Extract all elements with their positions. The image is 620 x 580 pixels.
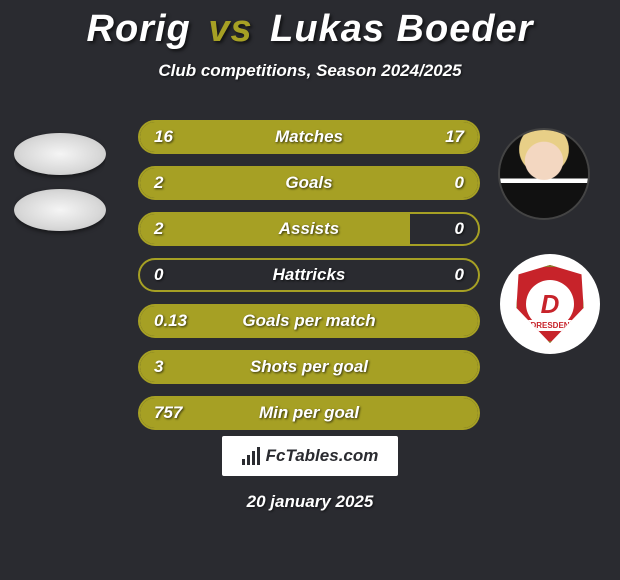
stat-label: Assists	[210, 219, 408, 239]
stat-label: Shots per goal	[210, 357, 408, 377]
stat-left-value: 0.13	[140, 311, 210, 331]
stat-row-hattricks: 0Hattricks0	[138, 258, 480, 292]
player1-club-placeholder	[14, 164, 106, 256]
stat-label: Matches	[210, 127, 408, 147]
stat-right-value: 0	[408, 265, 478, 285]
stat-row-min-per-goal: 757Min per goal	[138, 396, 480, 430]
site-logo: FcTables.com	[222, 436, 398, 476]
shield-icon: D DRESDEN	[515, 265, 585, 343]
site-name: FcTables.com	[266, 446, 379, 466]
stats-container: 16Matches172Goals02Assists00Hattricks00.…	[138, 120, 480, 442]
stat-right-value: 0	[408, 219, 478, 239]
snapshot-date: 20 january 2025	[0, 492, 620, 512]
stat-label: Goals per match	[210, 311, 408, 331]
stat-left-value: 2	[140, 173, 210, 193]
stat-row-goals-per-match: 0.13Goals per match	[138, 304, 480, 338]
player2-club-badge: D DRESDEN	[500, 254, 600, 354]
vs-separator: vs	[208, 8, 252, 50]
stat-row-assists: 2Assists0	[138, 212, 480, 246]
player2-photo	[498, 128, 590, 220]
stat-label: Hattricks	[210, 265, 408, 285]
comparison-title: Rorig vs Lukas Boeder	[0, 0, 620, 51]
player2-name: Lukas Boeder	[270, 8, 533, 50]
stat-right-value: 0	[408, 173, 478, 193]
stat-label: Min per goal	[210, 403, 408, 423]
subtitle: Club competitions, Season 2024/2025	[0, 61, 620, 81]
stat-left-value: 757	[140, 403, 210, 423]
badge-banner: DRESDEN	[526, 320, 573, 331]
barchart-icon	[242, 447, 260, 465]
stat-left-value: 2	[140, 219, 210, 239]
player1-name: Rorig	[87, 8, 191, 50]
stat-label: Goals	[210, 173, 408, 193]
stat-right-value: 17	[408, 127, 478, 147]
stat-row-shots-per-goal: 3Shots per goal	[138, 350, 480, 384]
stat-left-value: 3	[140, 357, 210, 377]
stat-row-matches: 16Matches17	[138, 120, 480, 154]
stat-row-goals: 2Goals0	[138, 166, 480, 200]
stat-left-value: 16	[140, 127, 210, 147]
stat-left-value: 0	[140, 265, 210, 285]
